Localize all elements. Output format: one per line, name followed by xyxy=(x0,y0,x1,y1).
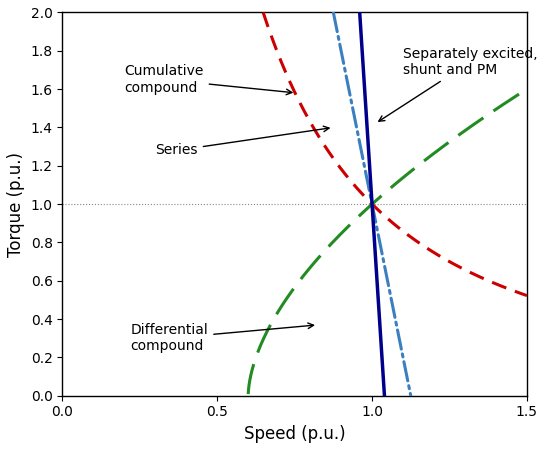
Text: Differential
compound: Differential compound xyxy=(131,323,314,353)
Text: Separately excited,
shunt and PM: Separately excited, shunt and PM xyxy=(379,47,538,121)
Y-axis label: Torque (p.u.): Torque (p.u.) xyxy=(7,152,25,256)
Text: Series: Series xyxy=(155,126,329,158)
X-axis label: Speed (p.u.): Speed (p.u.) xyxy=(244,425,346,443)
Text: Cumulative
compound: Cumulative compound xyxy=(124,64,292,94)
